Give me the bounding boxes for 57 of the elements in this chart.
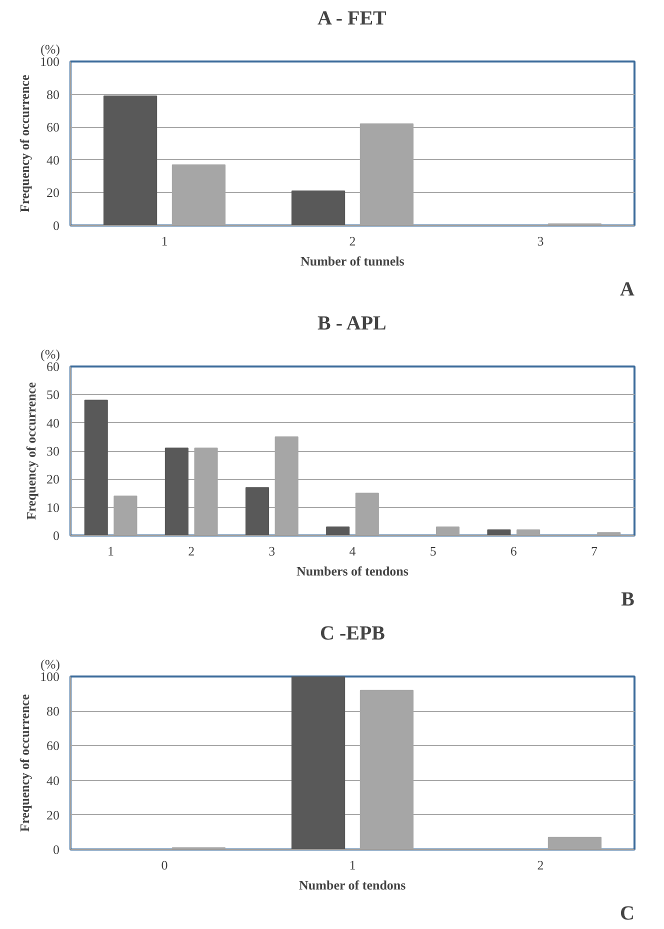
text: A xyxy=(620,278,636,300)
y-tick-label: 0 xyxy=(53,842,60,857)
y-tick-label: 80 xyxy=(46,86,60,102)
bar xyxy=(516,529,540,536)
x-tick-label: 2 xyxy=(537,858,544,872)
y-tick-label: 40 xyxy=(46,772,60,788)
bar xyxy=(436,526,460,536)
y-axis-title: Frequency of occurrence xyxy=(17,694,32,832)
text: (%) xyxy=(40,656,60,672)
x-tick-label: 1 xyxy=(349,858,356,872)
x-tick-label: 2 xyxy=(349,234,356,248)
x-tick-label: 1 xyxy=(108,544,114,558)
y-tick-label: 80 xyxy=(46,704,60,719)
y-axis-title: Frequency of occurrence xyxy=(24,382,38,520)
text: (%) xyxy=(40,346,60,362)
y-tick-label: 60 xyxy=(46,738,60,754)
bar xyxy=(291,190,346,226)
x-tick-label: 1 xyxy=(161,234,168,248)
bar xyxy=(597,532,621,536)
x-tick-label: 2 xyxy=(188,544,195,558)
bar xyxy=(326,526,350,536)
text: B xyxy=(621,588,635,610)
bar xyxy=(245,487,270,536)
bar xyxy=(164,448,188,536)
y-tick-label: 0 xyxy=(53,218,60,233)
y-tick-label: 20 xyxy=(46,185,60,200)
y-tick-label: 50 xyxy=(46,387,60,402)
y-tick-label: 20 xyxy=(46,472,60,487)
text: C xyxy=(620,902,635,924)
x-tick-label: 5 xyxy=(430,544,436,558)
bar xyxy=(487,529,511,536)
x-axis-title: Number of tendons xyxy=(299,878,406,892)
y-tick-label: 30 xyxy=(46,444,60,458)
bar xyxy=(291,676,346,850)
chart-title: C -EPB xyxy=(320,622,385,644)
y-tick-label: 10 xyxy=(46,500,60,515)
y-tick-label: 20 xyxy=(46,807,60,822)
x-tick-label: 4 xyxy=(349,544,356,558)
chart-title: B - APL xyxy=(318,312,386,334)
x-tick-label: 6 xyxy=(510,544,518,558)
y-tick-label: 60 xyxy=(46,120,60,135)
bar xyxy=(84,400,108,536)
x-tick-label: 7 xyxy=(590,544,598,558)
y-tick-label: 40 xyxy=(46,415,60,430)
y-tick-label: 0 xyxy=(53,528,60,543)
bar xyxy=(103,95,158,226)
chart-title: A - FET xyxy=(318,8,388,30)
x-tick-label: 3 xyxy=(537,234,544,248)
y-tick-label: 40 xyxy=(46,152,60,168)
x-tick-label: 3 xyxy=(268,544,276,558)
y-axis-title: Frequency of occurrence xyxy=(17,74,32,212)
bar xyxy=(548,836,602,850)
x-axis-title: Number of tunnels xyxy=(300,254,404,268)
x-axis-title: Numbers of tendons xyxy=(296,564,408,578)
y-tick-label: 60 xyxy=(46,359,60,374)
text: (%) xyxy=(40,42,60,56)
x-tick-label: 0 xyxy=(161,858,168,872)
